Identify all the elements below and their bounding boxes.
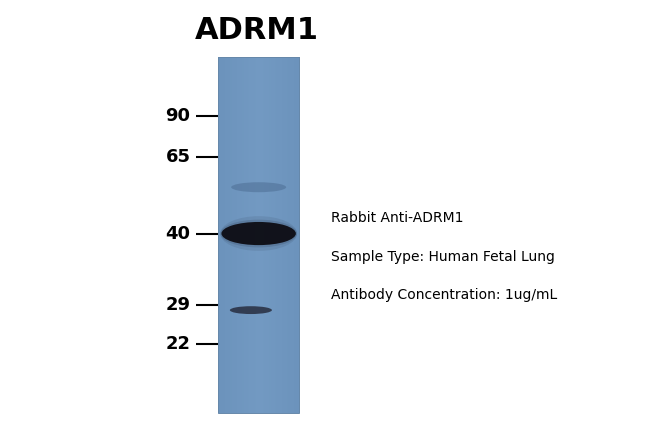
Bar <box>231 57 234 413</box>
Bar <box>296 57 298 413</box>
Bar <box>264 57 266 413</box>
Text: 65: 65 <box>165 148 190 166</box>
Bar <box>275 57 277 413</box>
Bar <box>222 57 224 413</box>
Bar <box>284 57 286 413</box>
Bar <box>278 57 280 413</box>
Bar <box>265 57 267 413</box>
Ellipse shape <box>220 219 297 248</box>
Bar <box>239 57 240 413</box>
Bar <box>246 57 248 413</box>
Bar <box>218 57 220 413</box>
Bar <box>280 57 282 413</box>
Text: Sample Type: Human Fetal Lung: Sample Type: Human Fetal Lung <box>332 250 555 264</box>
Bar <box>224 57 226 413</box>
Ellipse shape <box>230 306 272 314</box>
Bar <box>289 57 291 413</box>
Bar <box>274 57 276 413</box>
Bar <box>260 57 262 413</box>
Bar <box>237 57 239 413</box>
Bar <box>218 57 299 413</box>
Bar <box>283 57 285 413</box>
Bar <box>291 57 293 413</box>
Bar <box>259 57 261 413</box>
Bar <box>276 57 278 413</box>
Bar <box>290 57 292 413</box>
Bar <box>230 57 232 413</box>
Text: Antibody Concentration: 1ug/mL: Antibody Concentration: 1ug/mL <box>332 289 558 302</box>
Bar <box>292 57 294 413</box>
Bar <box>242 57 244 413</box>
Bar <box>229 57 231 413</box>
Bar <box>221 57 223 413</box>
Ellipse shape <box>231 182 286 192</box>
Bar <box>266 57 268 413</box>
Bar <box>255 57 257 413</box>
Bar <box>294 57 296 413</box>
Bar <box>226 57 228 413</box>
Text: 40: 40 <box>165 225 190 242</box>
Bar <box>257 57 259 413</box>
Bar <box>281 57 283 413</box>
Bar <box>225 57 227 413</box>
Ellipse shape <box>222 222 296 245</box>
Text: 22: 22 <box>165 335 190 353</box>
Bar <box>287 57 289 413</box>
Bar <box>298 57 300 413</box>
Bar <box>271 57 273 413</box>
Text: 90: 90 <box>165 107 190 125</box>
Bar <box>252 57 254 413</box>
Bar <box>248 57 250 413</box>
Bar <box>272 57 274 413</box>
Bar <box>268 57 270 413</box>
Ellipse shape <box>220 216 297 251</box>
Bar <box>263 57 265 413</box>
Bar <box>240 57 242 413</box>
Bar <box>241 57 243 413</box>
Bar <box>245 57 247 413</box>
Bar <box>220 57 222 413</box>
Bar <box>256 57 258 413</box>
Bar <box>236 57 238 413</box>
Bar <box>249 57 251 413</box>
Bar <box>295 57 297 413</box>
Bar <box>285 57 287 413</box>
Text: Rabbit Anti-ADRM1: Rabbit Anti-ADRM1 <box>332 211 464 225</box>
Bar <box>254 57 255 413</box>
Bar <box>270 57 272 413</box>
Bar <box>279 57 281 413</box>
Text: 29: 29 <box>165 296 190 314</box>
Bar <box>250 57 253 413</box>
Bar <box>227 57 229 413</box>
Text: ADRM1: ADRM1 <box>195 16 319 45</box>
Bar <box>244 57 246 413</box>
Bar <box>233 57 235 413</box>
Bar <box>261 57 263 413</box>
Bar <box>235 57 237 413</box>
